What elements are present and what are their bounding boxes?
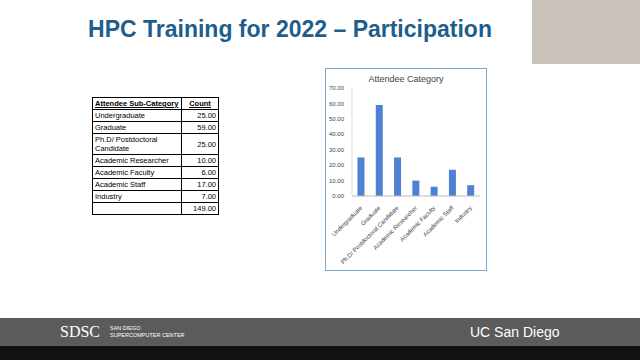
svg-text:50.00: 50.00 [329, 116, 345, 122]
html-text:SUPERCOMPUTER CENTER: SUPERCOMPUTER CENTER [110, 332, 185, 338]
html-text:SDSC: SDSC [60, 323, 100, 340]
html-text:17.00: 17.00 [197, 180, 216, 189]
html-text:Academic Staff: Academic Staff [95, 180, 146, 189]
html-text:Ph.D/ Postdoctoral Candidate: Ph.D/ Postdoctoral Candidate [95, 135, 158, 153]
html-text:6.00: 6.00 [201, 168, 216, 177]
html-text:Industry: Industry [95, 192, 122, 201]
svg-text:Academic Faculty: Academic Faculty [398, 204, 437, 243]
html-text:Academic Researcher: Academic Researcher [95, 156, 169, 165]
html-text:HPC Training for 2022 – Partic: HPC Training for 2022 – Participation [88, 16, 492, 42]
html-text:Graduate: Graduate [95, 123, 127, 132]
html-text:59.00: 59.00 [197, 123, 216, 132]
html-text:25.00: 25.00 [197, 139, 216, 149]
svg-text:0.00: 0.00 [332, 193, 344, 199]
html-text:Attendee Sub-Category: Attendee Sub-Category [95, 99, 179, 108]
html-text:Count: Count [189, 99, 211, 108]
html-text:UC San Diego: UC San Diego [470, 324, 560, 340]
html-text:7.00: 7.00 [201, 192, 216, 201]
html-text:SAN DIEGO: SAN DIEGO [110, 325, 141, 331]
svg-text:Undergraduate: Undergraduate [331, 204, 364, 237]
svg-text:70.00: 70.00 [329, 85, 345, 91]
svg-text:Graduate: Graduate [359, 204, 382, 227]
html-text:149.00: 149.00 [193, 204, 216, 213]
svg-text:Academic Researcher: Academic Researcher [372, 204, 419, 251]
svg-text:60.00: 60.00 [329, 101, 345, 107]
html-text:Attendee Category: Attendee Category [368, 74, 444, 84]
html-text:Undergraduate: Undergraduate [95, 111, 145, 120]
svg-text:Industry: Industry [454, 205, 473, 224]
svg-text:20.00: 20.00 [329, 162, 345, 168]
html-text:Academic Faculty: Academic Faculty [95, 168, 155, 177]
svg-text:10.00: 10.00 [329, 178, 345, 184]
html-text:25.00: 25.00 [197, 111, 216, 120]
svg-text:30.00: 30.00 [329, 147, 345, 153]
svg-text:40.00: 40.00 [329, 131, 345, 137]
svg-text:Academic Staff: Academic Staff [422, 205, 455, 238]
html-text:10.00: 10.00 [197, 156, 216, 165]
svg-text:Ph.D/ Postdoctoral Candidate: Ph.D/ Postdoctoral Candidate [339, 204, 400, 265]
